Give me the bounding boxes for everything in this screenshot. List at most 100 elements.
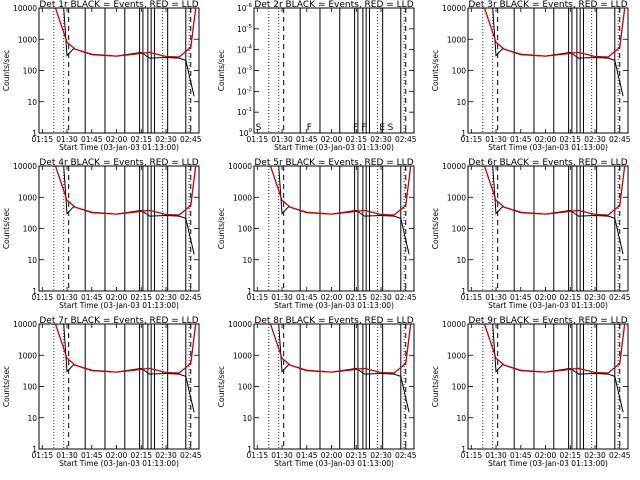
x-tick-label: 02:30 [584,451,606,460]
x-tick-label: 02:30 [370,135,392,144]
panel-annotation: S [256,123,262,133]
panel-title: Det 4r BLACK = Events, RED = LLD [39,158,198,168]
y-axis-label: Counts/sec [2,366,11,407]
series-events-line [472,165,624,255]
y-tick-label: 1000 [18,35,37,44]
series-events-line [258,323,410,413]
x-tick-label: 02:45 [609,135,631,144]
x-tick-label: 02:15 [559,293,581,302]
y-tick-label: 1000 [233,193,252,202]
x-tick-label: 01:30 [271,135,293,144]
x-tick-label: 01:15 [31,293,53,302]
series-lld-line [54,7,197,58]
y-tick-label: 1 [247,445,252,454]
x-axis-label: Start Time (03-Jan-03 01:13:00) [488,459,608,468]
x-axis-label: Start Time (03-Jan-03 01:13:00) [59,301,179,310]
y-tick-label: 10000 [13,320,37,329]
y-tick-label: 100 [23,67,38,76]
panel-title: Det 7r BLACK = Events, RED = LLD [39,316,198,326]
panel-annotation: F [361,123,366,133]
x-tick-label: 01:30 [485,293,507,302]
series-lld-line [483,323,626,374]
x-tick-label: 01:15 [246,451,268,460]
x-tick-label: 02:30 [370,293,392,302]
y-axis-label: Counts/sec [431,50,440,91]
y-tick-label: 1 [247,287,252,296]
series-events-line [43,7,195,97]
panel-title: Det 2r BLACK = Events, RED = LLD [254,0,413,10]
y-tick-label: 10-6 [237,3,253,13]
y-tick-label: 10 [456,256,466,265]
y-tick-label: 10 [242,414,252,423]
x-tick-label: 01:45 [296,293,318,302]
panel-frame [467,165,629,292]
x-tick-label: 02:30 [155,293,177,302]
series-events-line [472,323,624,413]
x-tick-label: 02:30 [584,135,606,144]
y-tick-exponent: -6 [247,3,253,9]
panel-title: Det 9r BLACK = Events, RED = LLD [468,316,627,326]
series-events-line [43,165,195,255]
y-tick-label: 1000 [447,351,466,360]
y-tick-label: 10-2 [237,86,252,96]
panel-frame [38,323,200,450]
y-tick-label: 10 [242,256,252,265]
x-tick-label: 02:15 [345,293,367,302]
panel-annotation: E [379,123,385,133]
x-axis-label: Start Time (03-Jan-03 01:13:00) [274,301,394,310]
x-tick-label: 02:15 [559,451,581,460]
y-tick-label: 10000 [442,320,466,329]
x-tick-label: 01:30 [485,135,507,144]
y-tick-exponent: -5 [247,24,253,30]
panel-annotation: F [353,123,358,133]
x-tick-label: 01:45 [296,451,318,460]
y-tick-label: 10-3 [237,66,253,76]
x-axis-label: Start Time (03-Jan-03 01:13:00) [488,143,608,152]
x-tick-label: 02:45 [395,293,417,302]
y-tick-label: 1 [461,287,466,296]
y-axis-label: Counts/sec [2,208,11,249]
y-axis-label: Counts/sec [2,50,11,91]
x-tick-label: 02:45 [180,135,202,144]
series-events-line [472,7,624,97]
x-tick-label: 01:30 [485,451,507,460]
x-tick-label: 02:15 [130,451,152,460]
y-axis-label: Counts/sec [431,208,440,249]
y-tick-label: 100 [23,383,38,392]
x-tick-label: 02:00 [535,293,557,302]
y-tick-label: 1 [461,129,466,138]
y-tick-label: 100 [452,67,467,76]
x-tick-label: 01:30 [271,293,293,302]
y-tick-label: 10 [27,256,37,265]
y-tick-label: 1000 [233,351,252,360]
panel-frame [253,7,415,134]
x-tick-label: 02:45 [395,451,417,460]
y-tick-exponent: -1 [247,107,252,113]
x-tick-label: 02:45 [180,451,202,460]
x-axis-label: Start Time (03-Jan-03 01:13:00) [59,143,179,152]
x-tick-label: 01:15 [460,451,482,460]
y-axis-label: Counts/sec [217,50,226,91]
y-tick-label: 10-1 [237,107,252,117]
panel-title: Det 6r BLACK = Events, RED = LLD [468,158,627,168]
y-tick-label: 1000 [18,193,37,202]
x-tick-label: 02:00 [321,135,343,144]
panel-title: Det 3r BLACK = Events, RED = LLD [468,0,627,10]
x-tick-label: 01:45 [510,293,532,302]
y-tick-label: 10000 [442,162,466,171]
y-axis-label: Counts/sec [217,208,226,249]
x-tick-label: 02:00 [535,135,557,144]
x-axis-label: Start Time (03-Jan-03 01:13:00) [274,143,394,152]
x-tick-label: 01:45 [510,135,532,144]
y-tick-label: 10 [27,414,37,423]
series-events-line [43,323,195,413]
x-tick-label: 01:45 [81,135,103,144]
x-tick-label: 02:45 [395,135,417,144]
y-tick-label: 100 [452,225,467,234]
y-axis-label: Counts/sec [431,366,440,407]
x-tick-label: 01:15 [31,135,53,144]
x-tick-label: 02:00 [535,451,557,460]
x-tick-label: 02:15 [345,451,367,460]
x-tick-label: 01:30 [56,135,78,144]
